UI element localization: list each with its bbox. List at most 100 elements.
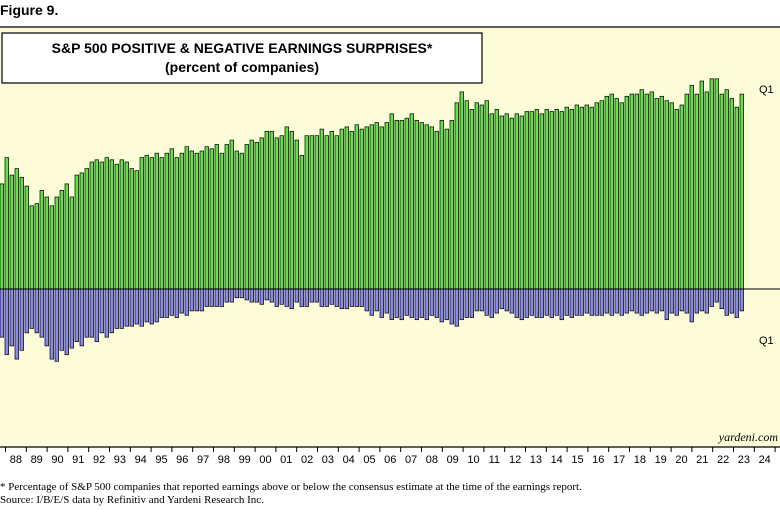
negative-bar-95 [474, 288, 479, 312]
positive-bar-39 [194, 152, 199, 290]
positive-bar-109 [544, 109, 549, 290]
negative-bar-41 [204, 288, 209, 307]
negative-bar-138 [689, 288, 694, 323]
negative-bar-35 [174, 288, 179, 318]
negative-bar-84 [419, 288, 424, 318]
x-tick-label-04: 04 [343, 454, 355, 466]
positive-bar-139 [694, 93, 699, 290]
positive-bar-137 [684, 93, 689, 290]
positive-bar-61 [304, 135, 309, 290]
positive-bar-68 [339, 128, 344, 290]
negative-bar-125 [624, 288, 629, 314]
negative-bar-29 [144, 288, 149, 323]
positive-bar-35 [174, 157, 179, 290]
negative-bar-11 [54, 288, 59, 362]
positive-bar-14 [69, 196, 74, 290]
negative-bar-143 [714, 288, 719, 303]
positive-bar-25 [124, 161, 129, 290]
positive-bar-143 [714, 78, 719, 290]
positive-bar-56 [279, 135, 284, 290]
positive-bar-112 [559, 111, 564, 290]
negative-bar-54 [269, 288, 274, 303]
x-tick-label-08: 08 [426, 454, 438, 466]
notes: * Percentage of S&P 500 companies that r… [0, 481, 582, 507]
positive-bar-1 [4, 157, 9, 290]
negative-bar-86 [429, 288, 434, 316]
x-tick-label-03: 03 [322, 454, 334, 466]
negative-bar-23 [114, 288, 119, 329]
negative-bar-24 [119, 288, 124, 329]
positive-bar-88 [439, 120, 444, 290]
positive-bar-90 [449, 120, 454, 290]
negative-bar-93 [464, 288, 469, 318]
negative-bar-139 [694, 288, 699, 314]
negative-bar-124 [619, 288, 624, 316]
negative-bar-104 [519, 288, 524, 321]
positive-bar-127 [634, 93, 639, 290]
positive-bar-81 [404, 117, 409, 290]
positive-bar-16 [79, 172, 84, 290]
x-tick-label-91: 91 [72, 454, 84, 466]
negative-bar-1 [4, 288, 9, 356]
x-tick-label-14: 14 [551, 454, 563, 466]
positive-bar-46 [229, 139, 234, 290]
positive-bar-15 [74, 174, 79, 290]
negative-bar-16 [79, 288, 84, 347]
positive-bar-65 [324, 135, 329, 290]
positive-bar-96 [479, 104, 484, 290]
negative-bar-67 [334, 288, 339, 307]
negative-bar-83 [414, 288, 419, 321]
negative-bar-96 [479, 288, 484, 312]
x-tick-label-93: 93 [114, 454, 126, 466]
negative-bar-14 [69, 288, 74, 349]
positive-bar-130 [649, 91, 654, 290]
positive-bar-62 [309, 135, 314, 290]
negative-bar-140 [699, 288, 704, 312]
positive-bar-103 [514, 113, 519, 290]
negative-bar-101 [504, 288, 509, 312]
x-tick-label-88: 88 [10, 454, 22, 466]
negative-bar-80 [399, 288, 404, 321]
negative-bar-10 [49, 288, 54, 360]
negative-bar-110 [549, 288, 554, 318]
positive-bar-147 [734, 106, 739, 290]
negative-bar-73 [364, 288, 369, 312]
x-tick-label-11: 11 [489, 454, 500, 466]
positive-bar-12 [59, 190, 64, 290]
positive-bar-86 [429, 126, 434, 290]
negative-bar-82 [409, 288, 414, 318]
positive-bar-31 [154, 152, 159, 290]
positive-bar-94 [469, 109, 474, 290]
positive-bar-38 [189, 150, 194, 290]
negative-bar-144 [719, 288, 724, 310]
positive-bar-51 [254, 141, 259, 290]
positive-bar-66 [329, 130, 334, 290]
positive-bar-18 [89, 161, 94, 290]
negative-bar-9 [44, 288, 49, 347]
positive-bar-129 [644, 93, 649, 290]
positive-bar-28 [139, 157, 144, 290]
positive-bar-119 [594, 102, 599, 290]
negative-bar-4 [19, 288, 24, 351]
negative-bar-7 [34, 288, 39, 334]
positive-bar-36 [179, 152, 184, 290]
negative-bar-22 [109, 288, 114, 334]
x-tick-label-96: 96 [176, 454, 188, 466]
negative-bar-106 [529, 288, 534, 316]
negative-bar-31 [154, 288, 159, 323]
positive-bar-105 [524, 111, 529, 290]
negative-surprise-bars [0, 288, 744, 362]
positive-bar-82 [409, 113, 414, 290]
negative-bar-79 [394, 288, 399, 318]
negative-bar-56 [279, 288, 284, 305]
positive-bar-48 [239, 152, 244, 290]
x-tick-label-94: 94 [135, 454, 147, 466]
earnings-surprises-chart: 88 89 90 91 92 93 94 95 96 97 98 99 00 01 02 03 04 05 06 07… [0, 26, 780, 466]
positive-bar-115 [574, 104, 579, 290]
positive-bar-83 [414, 120, 419, 290]
negative-bar-128 [639, 288, 644, 316]
positive-bar-34 [169, 148, 174, 290]
x-tick-label-21: 21 [696, 454, 708, 466]
positive-bar-101 [504, 113, 509, 290]
positive-bar-108 [539, 113, 544, 290]
